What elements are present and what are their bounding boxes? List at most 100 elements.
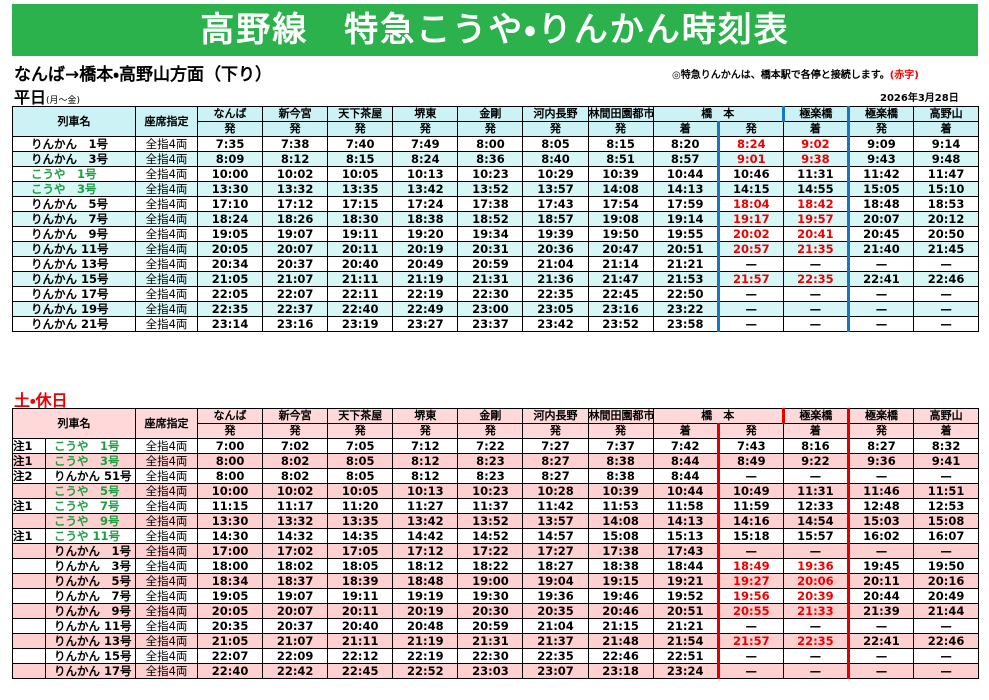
train-name: りんかん 1号 xyxy=(45,543,136,559)
time: 20:35 xyxy=(196,618,264,634)
time: 19:20 xyxy=(392,226,459,242)
time: 7:12 xyxy=(392,438,459,454)
seat: 全指4両 xyxy=(135,528,198,544)
time: 23:24 xyxy=(652,663,719,679)
time: 20:06 xyxy=(782,573,849,589)
train-name: りんかん 15号 xyxy=(45,648,136,664)
note xyxy=(12,588,46,604)
seat: 全指4両 xyxy=(135,256,198,272)
dir: 着 xyxy=(782,423,849,439)
time: 20:05 xyxy=(196,603,264,619)
time: 20:07 xyxy=(262,603,329,619)
time: 20:02 xyxy=(716,226,784,242)
time: 19:46 xyxy=(587,588,654,604)
time: 10:44 xyxy=(652,483,719,499)
time: 23:19 xyxy=(327,316,394,332)
time: — xyxy=(846,256,915,272)
dir: 発 xyxy=(716,423,784,439)
time: 13:35 xyxy=(327,181,394,197)
time: 10:05 xyxy=(327,483,394,499)
time: 20:51 xyxy=(652,603,719,619)
time: 17:10 xyxy=(196,196,264,212)
time: 15:08 xyxy=(587,528,654,544)
dir: 発 xyxy=(392,121,459,137)
time: 18:52 xyxy=(457,211,524,227)
time: 21:31 xyxy=(457,271,524,287)
time: 18:26 xyxy=(262,211,329,227)
time: 10:49 xyxy=(716,483,784,499)
time: 14:30 xyxy=(196,528,264,544)
time: 22:42 xyxy=(262,663,329,679)
note xyxy=(12,573,46,589)
time: 7:22 xyxy=(457,438,524,454)
note: 注1 xyxy=(12,528,46,544)
time: — xyxy=(782,543,849,559)
time: — xyxy=(913,316,980,332)
time: 21:19 xyxy=(392,271,459,287)
time: 8:32 xyxy=(913,438,980,454)
time: 19:56 xyxy=(716,588,784,604)
time: 22:35 xyxy=(782,271,849,287)
time: 8:16 xyxy=(782,438,849,454)
time: 20:59 xyxy=(457,256,524,272)
time: 21:35 xyxy=(782,241,849,257)
seat: 全指4両 xyxy=(135,498,198,514)
seat: 全指4両 xyxy=(135,166,198,182)
time: 17:12 xyxy=(262,196,329,212)
time: 21:44 xyxy=(913,603,980,619)
time: 23:05 xyxy=(522,301,589,317)
time: 19:17 xyxy=(716,211,784,227)
note xyxy=(12,558,46,574)
time: 19:04 xyxy=(522,573,589,589)
time: 10:02 xyxy=(262,483,329,499)
seat: 全指4両 xyxy=(135,136,198,152)
time: 20:41 xyxy=(782,226,849,242)
time: 22:52 xyxy=(392,663,459,679)
seat: 全指4両 xyxy=(135,633,198,649)
dir: 発 xyxy=(716,121,784,137)
time: 19:07 xyxy=(262,588,329,604)
dir: 発 xyxy=(196,423,264,439)
train-name: りんかん 5号 xyxy=(45,573,136,589)
dir: 発 xyxy=(327,423,394,439)
train-name: りんかん 11号 xyxy=(12,241,136,257)
time: 14:35 xyxy=(327,528,394,544)
seat: 全指4両 xyxy=(135,513,198,529)
time: 10:05 xyxy=(327,166,394,182)
time: 8:24 xyxy=(716,136,784,152)
time: 21:36 xyxy=(522,271,589,287)
train-name: りんかん 51号 xyxy=(45,468,136,484)
dir: 着 xyxy=(652,121,719,137)
seat: 全指4両 xyxy=(135,151,198,167)
time: — xyxy=(716,543,784,559)
time: 18:44 xyxy=(652,558,719,574)
time: 8:20 xyxy=(652,136,719,152)
time: — xyxy=(913,468,980,484)
time: — xyxy=(913,286,980,302)
dir: 発 xyxy=(846,423,915,439)
time: 22:46 xyxy=(913,271,980,287)
time: 8:05 xyxy=(522,136,589,152)
train-row: りんかん 5号 全指4両 18:34 18:37 18:39 18:48 19:00 19:0… xyxy=(12,573,980,589)
station: 極楽橋 xyxy=(846,408,915,424)
time: 19:19 xyxy=(392,588,459,604)
note: 注1 xyxy=(12,453,46,469)
time: 9:41 xyxy=(913,453,980,469)
time: 8:02 xyxy=(262,453,329,469)
station: なんば xyxy=(196,106,264,122)
time: 19:05 xyxy=(196,226,264,242)
time: 17:43 xyxy=(522,196,589,212)
time: 9:48 xyxy=(913,151,980,167)
time: 21:15 xyxy=(587,618,654,634)
time: 8:12 xyxy=(262,151,329,167)
time: 7:43 xyxy=(716,438,784,454)
time: 22:07 xyxy=(262,286,329,302)
train-name: りんかん 17号 xyxy=(45,663,136,679)
train-name: こうや 9号 xyxy=(45,513,136,529)
time: 7:42 xyxy=(652,438,719,454)
note-text: ◎特急りんかんは、橋本駅で各停と接続します。 xyxy=(672,70,890,81)
time: 21:07 xyxy=(262,271,329,287)
time: 8:05 xyxy=(327,453,394,469)
time: 13:30 xyxy=(196,181,264,197)
